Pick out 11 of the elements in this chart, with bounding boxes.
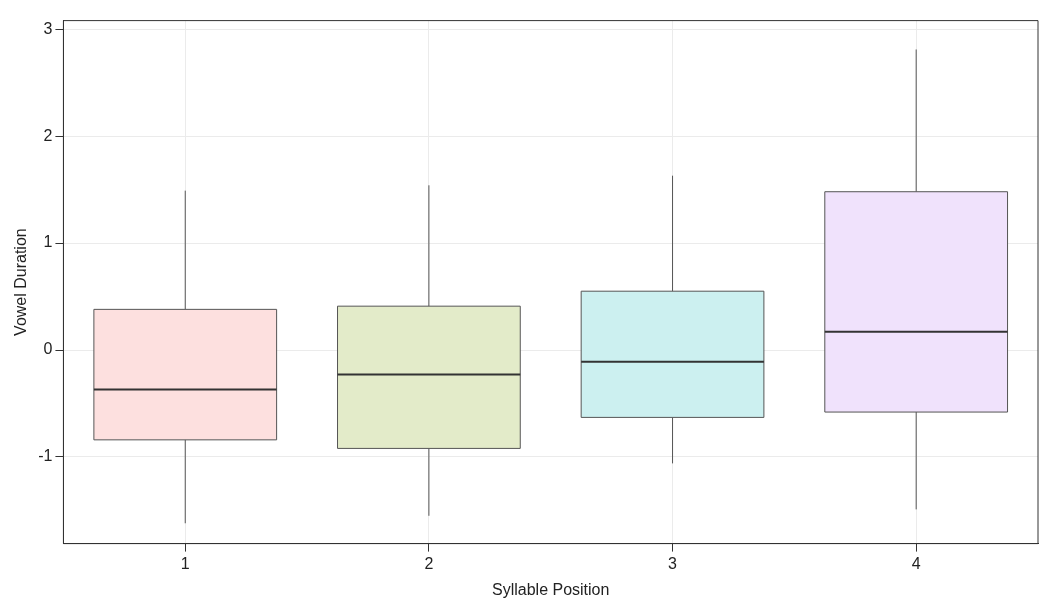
y-tick-label: -1 <box>38 447 53 465</box>
x-axis-title: Syllable Position <box>492 580 610 598</box>
x-tick-label: 2 <box>424 554 434 572</box>
y-tick-label: 3 <box>43 19 53 37</box>
y-tick-label: 2 <box>43 126 53 144</box>
y-tick-label: 0 <box>43 340 53 358</box>
y-axis-title: Vowel Duration <box>12 228 30 336</box>
x-tick-label: 3 <box>668 554 678 572</box>
x-tick-label: 1 <box>180 554 190 572</box>
y-tick-label: 1 <box>43 233 53 251</box>
x-tick-label: 4 <box>911 554 921 572</box>
